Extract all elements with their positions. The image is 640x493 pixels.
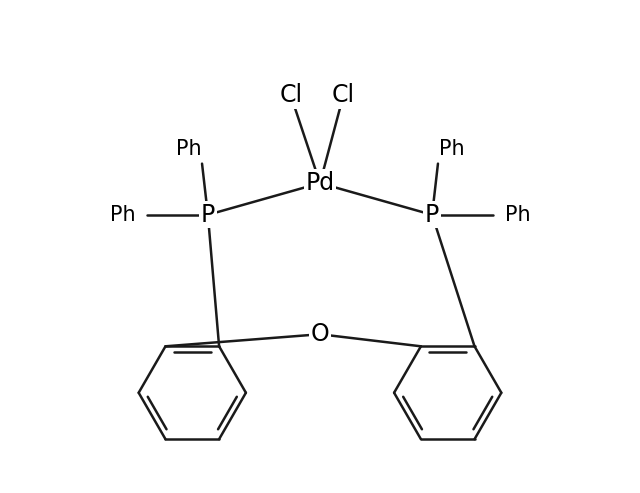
Text: P: P: [425, 203, 439, 227]
Text: P: P: [201, 203, 215, 227]
Text: Ph: Ph: [175, 139, 201, 159]
Text: Pd: Pd: [305, 171, 335, 195]
Text: Ph: Ph: [110, 205, 136, 225]
Text: Ph: Ph: [439, 139, 465, 159]
Text: Cl: Cl: [279, 83, 302, 107]
Text: O: O: [310, 322, 330, 346]
Text: Ph: Ph: [504, 205, 530, 225]
Text: Cl: Cl: [332, 83, 355, 107]
